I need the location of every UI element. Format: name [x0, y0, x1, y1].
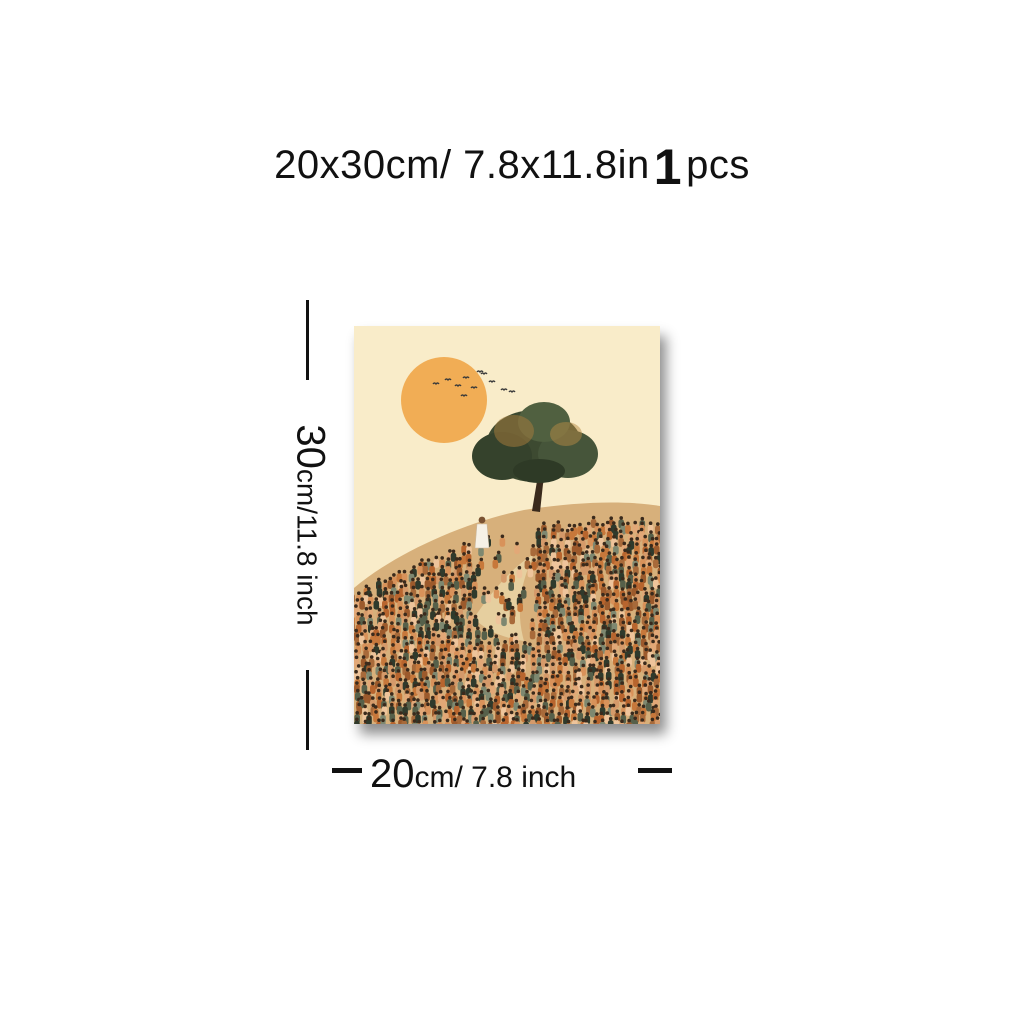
painting-artwork: [354, 326, 660, 724]
canvas-painting: [354, 326, 660, 724]
width-measure-line-left: [332, 768, 362, 773]
crowd-figures: [354, 515, 660, 724]
quantity-number: 1: [653, 139, 683, 195]
width-unit: cm/ 7.8 inch: [414, 761, 577, 794]
height-measure-line-bottom: [306, 670, 309, 750]
tree-shape: [472, 402, 598, 512]
product-size-title: 20x30cm/ 7.8x11.8in1 pcs: [0, 138, 1024, 196]
sun-shape: [401, 357, 487, 443]
birds-flock: [432, 370, 516, 398]
height-number: 30: [288, 424, 333, 469]
height-measure-line-top: [306, 300, 309, 380]
height-unit: cm/11.8 inch: [291, 468, 323, 626]
quantity-unit: pcs: [686, 143, 750, 187]
width-measure-line-right: [638, 768, 672, 773]
height-dimension-label: 30cm/11.8 inch: [288, 424, 333, 625]
size-text: 20x30cm/ 7.8x11.8in: [274, 143, 650, 187]
width-dimension-label: 20cm/ 7.8 inch: [370, 752, 576, 797]
robed-figure: [474, 516, 490, 549]
width-number: 20: [370, 752, 415, 796]
